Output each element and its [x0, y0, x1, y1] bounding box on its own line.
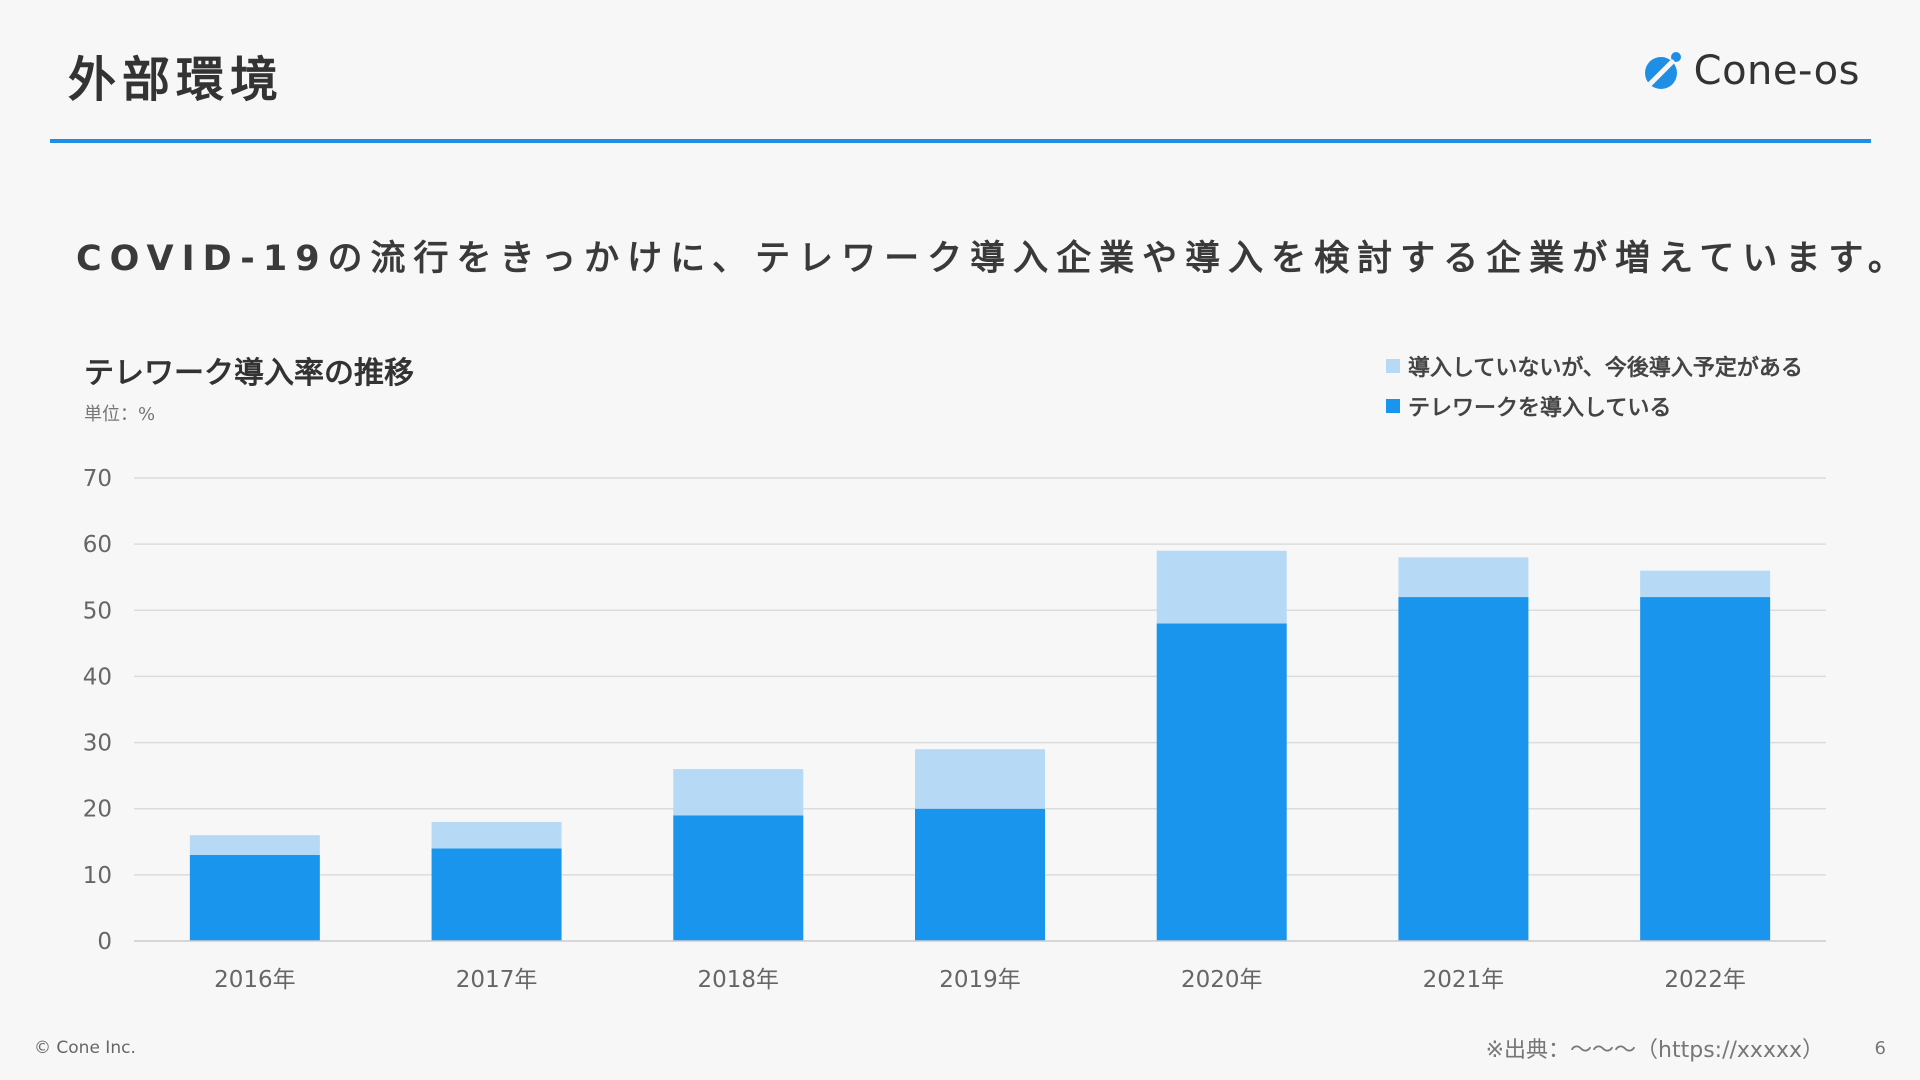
bar-adopted: [1640, 597, 1771, 941]
bar-planned: [673, 769, 804, 816]
chart-title: テレワーク導入率の推移: [84, 356, 414, 391]
y-tick-label: 70: [83, 466, 112, 492]
x-tick-label: 2019年: [939, 967, 1021, 993]
x-tick-label: 2020年: [1181, 967, 1263, 993]
chart-unit-label: 単位：%: [84, 404, 156, 425]
page-title: 外部環境: [68, 52, 285, 108]
logo-text: Cone-os: [1693, 48, 1860, 94]
bar-adopted: [431, 848, 562, 941]
bar-adopted: [1156, 623, 1287, 941]
y-tick-label: 20: [83, 797, 112, 823]
x-tick-label: 2022年: [1664, 967, 1746, 993]
page-number: 6: [1874, 1038, 1886, 1059]
legend-label-adopted: テレワークを導入している: [1408, 396, 1672, 421]
y-tick-label: 60: [83, 532, 112, 558]
legend-item-adopted: テレワークを導入している: [1386, 386, 1803, 426]
y-tick-label: 50: [83, 598, 112, 624]
copyright: © Cone Inc.: [34, 1038, 136, 1058]
bar-adopted: [1398, 597, 1529, 941]
bar-adopted: [189, 855, 320, 941]
bar-adopted: [673, 815, 804, 941]
cone-os-logo-icon: [1644, 52, 1681, 89]
bar-planned: [915, 749, 1045, 809]
header-divider: [50, 139, 1871, 143]
x-tick-label: 2017年: [456, 967, 538, 993]
headline: COVID-19の流行をきっかけに、テレワーク導入企業や導入を検討する企業が増え…: [76, 239, 1911, 279]
y-tick-label: 10: [83, 863, 112, 889]
bar-planned: [189, 835, 320, 856]
legend-item-planned: 導入していないが、今後導入予定がある: [1386, 346, 1803, 386]
source-citation: ※出典：〜〜〜（https://xxxxx）: [1485, 1038, 1824, 1063]
y-tick-label: 0: [97, 929, 112, 955]
x-tick-label: 2021年: [1423, 967, 1505, 993]
bar-planned: [1156, 550, 1287, 624]
legend-swatch-planned: [1386, 359, 1400, 373]
y-tick-label: 40: [83, 664, 112, 690]
chart-legend: 導入していないが、今後導入予定がある テレワークを導入している: [1386, 346, 1803, 426]
bar-planned: [1398, 557, 1529, 598]
legend-swatch-adopted: [1386, 399, 1400, 413]
x-tick-label: 2016年: [214, 967, 296, 993]
legend-label-planned: 導入していないが、今後導入予定がある: [1408, 356, 1803, 381]
logo: Cone-os: [1642, 48, 1860, 94]
y-tick-label: 30: [83, 731, 112, 757]
x-tick-label: 2018年: [698, 967, 780, 993]
bar-adopted: [915, 808, 1045, 941]
stacked-bar-chart: 0 10 20 30 40 50 60 70 2016年 2017年 2018年 2019年 2020年…: [83, 466, 1826, 993]
bar-planned: [1640, 570, 1771, 598]
bar-planned: [431, 821, 562, 849]
